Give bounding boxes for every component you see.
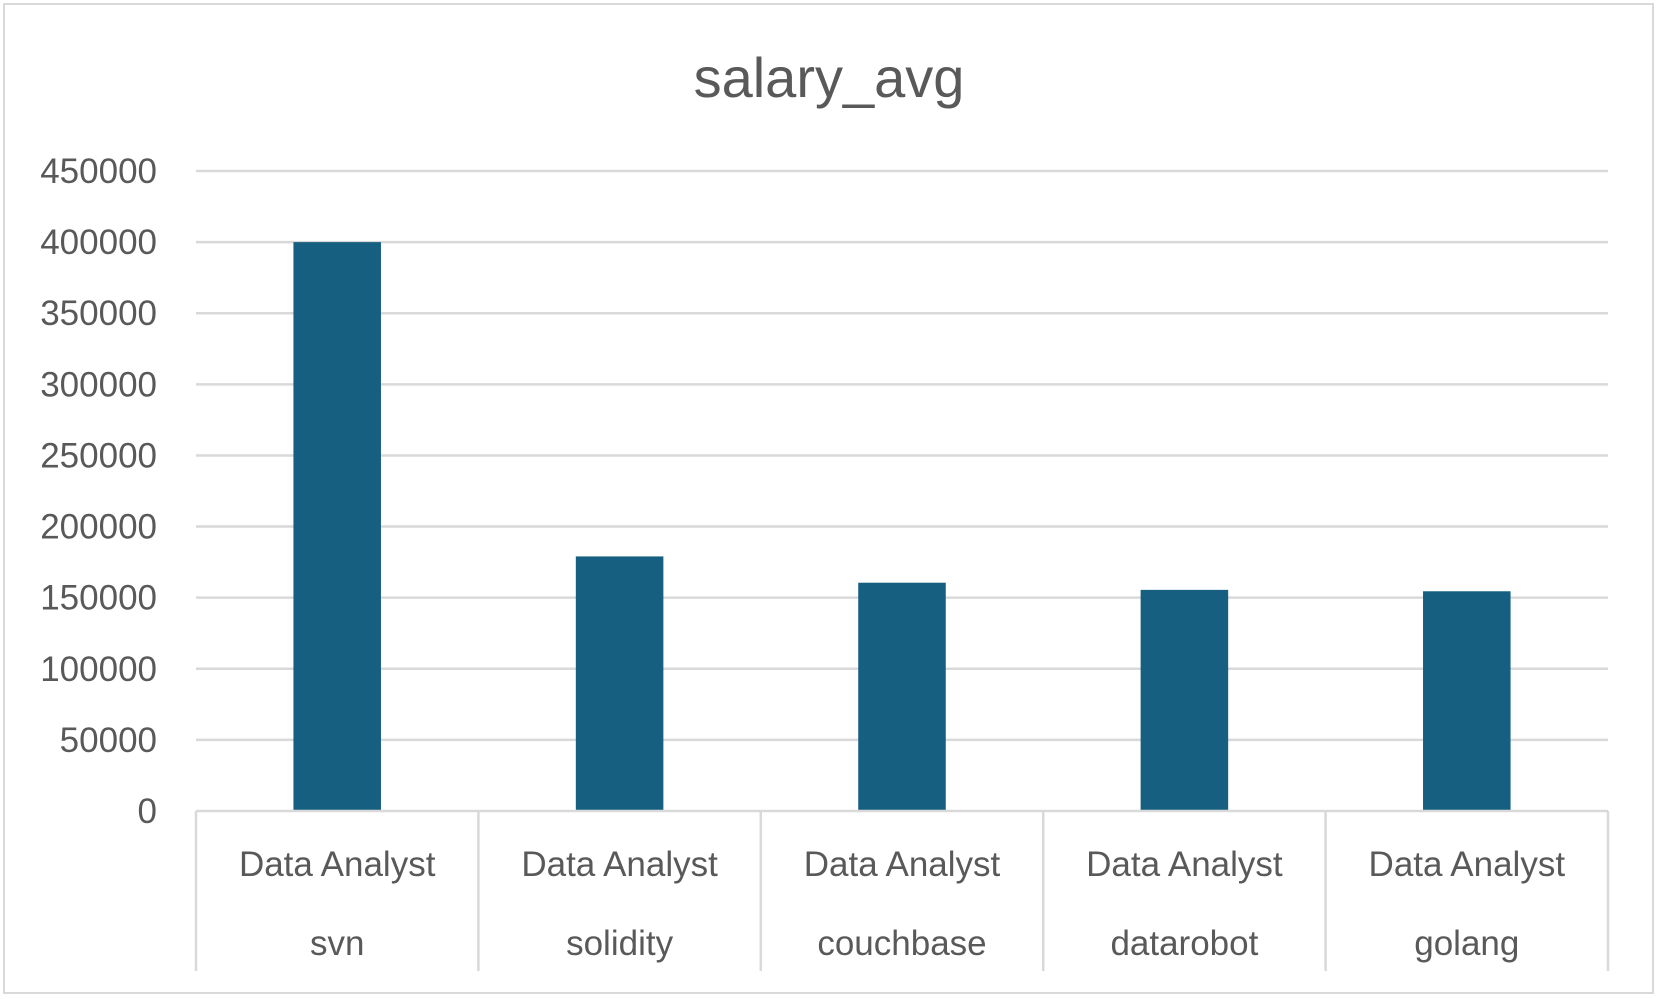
y-axis-ticks: 0 50000 100000 150000 200000 250000 300000 3500… xyxy=(40,152,157,831)
bar xyxy=(293,242,381,812)
y-tick-label: 0 xyxy=(138,792,157,831)
bar xyxy=(575,556,664,811)
bars xyxy=(293,242,1511,812)
x-subcategory-label: datarobot xyxy=(1110,924,1258,963)
x-subcategory-label: solidity xyxy=(566,924,673,963)
x-category-label: Data Analyst xyxy=(1086,845,1283,884)
y-tick-label: 350000 xyxy=(40,294,157,333)
y-tick-label: 200000 xyxy=(40,508,157,547)
x-subcategory-label: couchbase xyxy=(817,924,986,963)
y-tick-label: 450000 xyxy=(40,152,157,191)
x-category-label: Data Analyst xyxy=(239,845,436,884)
y-tick-label: 400000 xyxy=(40,223,157,262)
y-tick-label: 100000 xyxy=(40,650,157,689)
y-tick-label: 300000 xyxy=(40,365,157,404)
x-axis: Data Analyst svn Data Analyst solidity Data … xyxy=(194,809,1610,971)
chart-frame xyxy=(3,3,1654,994)
y-tick-label: 150000 xyxy=(40,579,157,618)
chart-title: salary_avg xyxy=(694,46,965,109)
bar xyxy=(1423,591,1511,811)
x-category-label: Data Analyst xyxy=(521,845,718,884)
x-category-label: Data Analyst xyxy=(804,845,1001,884)
bar xyxy=(1140,589,1229,811)
x-subcategory-label: svn xyxy=(310,924,364,963)
x-subcategory-label: golang xyxy=(1414,924,1519,963)
gridlines xyxy=(196,169,1608,742)
bar xyxy=(858,582,946,811)
x-category-label: Data Analyst xyxy=(1369,845,1566,884)
y-tick-label: 250000 xyxy=(40,436,157,475)
y-tick-label: 50000 xyxy=(60,721,157,760)
